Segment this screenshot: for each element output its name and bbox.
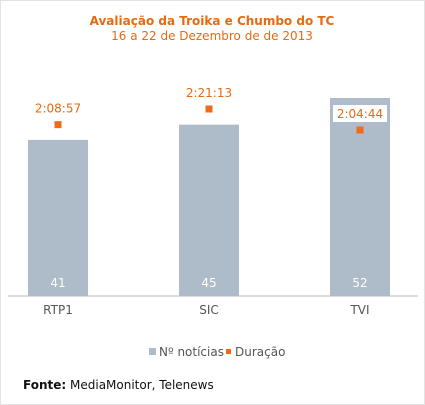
category-label-tvi: TVI — [349, 303, 369, 317]
legend-swatch-duracao — [226, 349, 231, 354]
category-label-rtp1: RTP1 — [43, 303, 73, 317]
bar-value-tvi: 52 — [352, 276, 367, 290]
chart-title: Avaliação da Troika e Chumbo do TC — [90, 14, 335, 28]
duration-label-tvi: 2:04:44 — [337, 107, 383, 121]
duration-marker-sic — [205, 105, 213, 113]
duration-marker-rtp1 — [54, 121, 62, 129]
bar-sic — [179, 124, 239, 297]
legend-label-noticias: Nº notícias — [159, 345, 224, 359]
legend-label-duracao: Duração — [235, 345, 285, 359]
bar-value-rtp1: 41 — [50, 276, 65, 290]
duration-label-sic: 2:21:13 — [186, 86, 232, 100]
chart-subtitle: 16 a 22 de Dezembro de de 2013 — [111, 29, 313, 43]
duration-label-bg-tvi — [333, 105, 387, 122]
duration-marker-tvi — [356, 126, 364, 134]
bar-rtp1 — [28, 139, 88, 296]
plot-area: 41 RTP1 2:08:57 45 SIC 2:21:13 52 TVI 2:04:44 — [28, 86, 390, 317]
legend-swatch-noticias — [149, 348, 156, 355]
category-label-sic: SIC — [199, 303, 219, 317]
source-note: Fonte: MediaMonitor, Telenews — [23, 378, 214, 392]
duration-label-rtp1: 2:08:57 — [35, 102, 81, 116]
legend: Nº notícias Duração — [149, 345, 285, 359]
bar-value-sic: 45 — [201, 276, 216, 290]
source-text: MediaMonitor, Telenews — [70, 378, 214, 392]
source-label: Fonte: — [23, 378, 67, 392]
